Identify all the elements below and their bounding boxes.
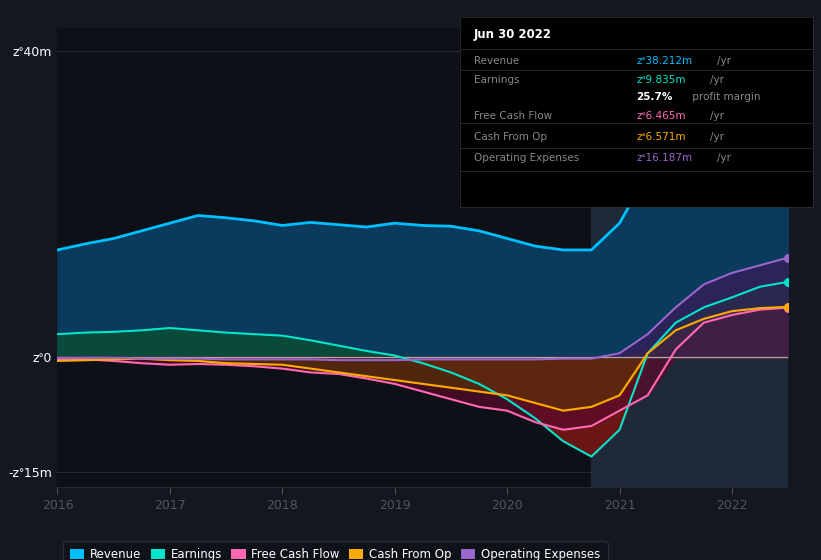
Text: Cash From Op: Cash From Op	[474, 132, 547, 142]
Point	[782, 253, 795, 262]
Point	[782, 43, 795, 52]
Text: Revenue: Revenue	[474, 55, 519, 66]
Point	[782, 303, 795, 312]
Text: /yr: /yr	[718, 55, 732, 66]
Text: /yr: /yr	[710, 111, 724, 121]
Text: /yr: /yr	[710, 132, 724, 142]
Bar	[591, 28, 800, 487]
Text: zᐤ6.465m: zᐤ6.465m	[636, 111, 686, 121]
Text: 25.7%: 25.7%	[636, 92, 672, 102]
Text: Free Cash Flow: Free Cash Flow	[474, 111, 552, 121]
Text: zᐤ6.571m: zᐤ6.571m	[636, 132, 686, 142]
Text: /yr: /yr	[718, 153, 732, 163]
Text: Jun 30 2022: Jun 30 2022	[474, 28, 552, 41]
Text: /yr: /yr	[710, 74, 724, 85]
Text: zᐤ9.835m: zᐤ9.835m	[636, 74, 686, 85]
Point	[782, 302, 795, 311]
Text: Earnings: Earnings	[474, 74, 520, 85]
Text: zᐤ16.187m: zᐤ16.187m	[636, 153, 692, 163]
Legend: Revenue, Earnings, Free Cash Flow, Cash From Op, Operating Expenses: Revenue, Earnings, Free Cash Flow, Cash …	[62, 542, 608, 560]
Text: Operating Expenses: Operating Expenses	[474, 153, 579, 163]
Text: zᐤ38.212m: zᐤ38.212m	[636, 55, 692, 66]
Point	[782, 277, 795, 286]
Text: profit margin: profit margin	[690, 92, 761, 102]
